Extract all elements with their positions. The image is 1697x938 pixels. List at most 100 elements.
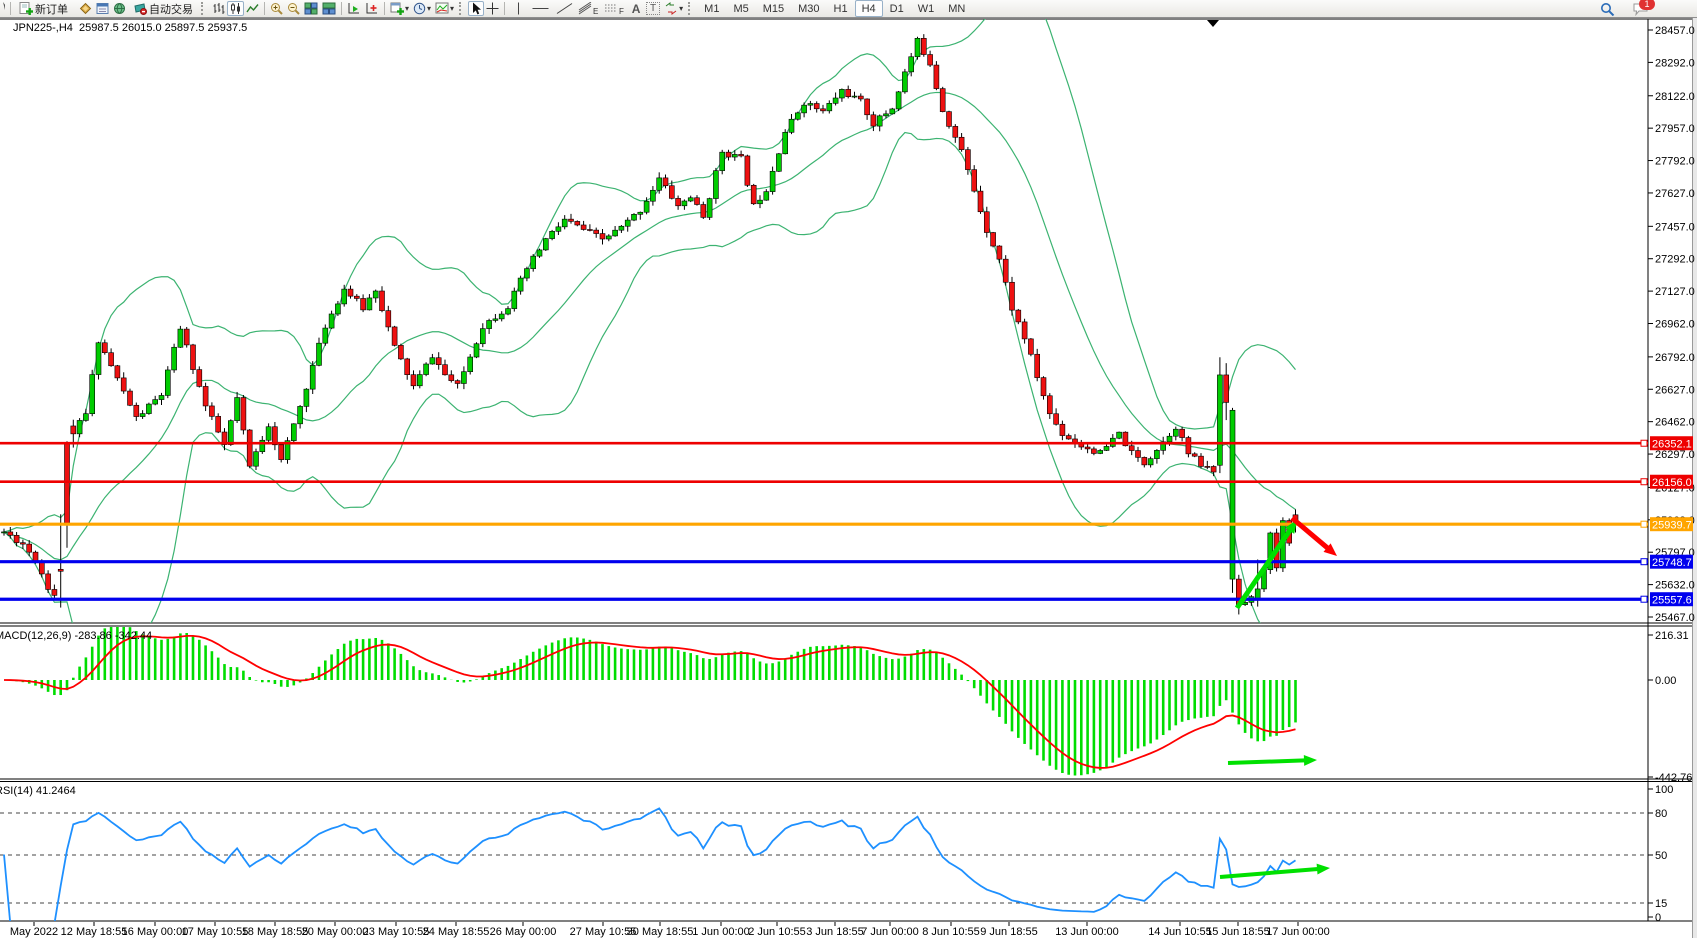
macd-flat-arrow[interactable] <box>1227 758 1309 765</box>
toolbar-grip[interactable] <box>688 2 694 15</box>
profiles-button[interactable] <box>77 1 94 16</box>
timeframe-m5[interactable]: M5 <box>733 2 749 15</box>
level-handle[interactable] <box>1640 595 1648 603</box>
level-handle[interactable] <box>1640 520 1648 528</box>
price-up-arrow-head[interactable] <box>1285 520 1297 534</box>
candle-body <box>612 229 618 237</box>
candle-body <box>473 343 480 358</box>
candle-mode-button[interactable] <box>227 1 244 16</box>
tile-windows-2-button[interactable] <box>320 1 338 16</box>
tile-windows-button[interactable] <box>302 1 320 16</box>
candle-body <box>45 573 51 590</box>
price-down-arrow[interactable] <box>1290 516 1332 553</box>
fibonacci-button[interactable]: E <box>576 1 602 16</box>
horizontal-line-button[interactable] <box>528 1 552 16</box>
candle-body <box>662 177 669 187</box>
price-axis-label: 28292.0 <box>1655 57 1695 69</box>
candle-body <box>1002 258 1009 283</box>
bollinger-lower-band <box>3 131 1261 623</box>
vertical-line-button[interactable] <box>508 1 528 16</box>
indicators-button[interactable]: ▾ <box>433 1 456 16</box>
market-watch-button[interactable] <box>94 1 111 16</box>
candle-body <box>820 108 826 112</box>
toolbar-grip[interactable] <box>459 2 465 15</box>
toolbar-grip[interactable] <box>201 2 207 15</box>
level-handle[interactable] <box>1640 478 1648 486</box>
candle-body <box>209 405 215 417</box>
candle-body <box>353 295 360 299</box>
cursor-button[interactable] <box>468 1 485 16</box>
chart-shift-button[interactable] <box>363 1 381 16</box>
annotations[interactable] <box>1219 516 1337 879</box>
text-tool-label: A <box>631 1 641 16</box>
chart-autoscroll-icon <box>348 3 359 14</box>
timeframe-h1[interactable]: H1 <box>833 2 848 15</box>
zoom-in-button[interactable] <box>268 1 285 16</box>
rsi-pane-divider[interactable] <box>0 778 1692 783</box>
chart-shift-marker[interactable] <box>1207 20 1219 27</box>
price-down-arrow-head[interactable] <box>1323 543 1337 556</box>
price-axis-label: 25632.0 <box>1655 580 1695 592</box>
candle-body <box>927 54 933 66</box>
crosshair-button[interactable] <box>484 1 501 16</box>
chat-button[interactable]: 1 <box>1631 0 1655 16</box>
price-up-arrow[interactable] <box>1234 526 1294 610</box>
rsi-rising-arrow-head[interactable] <box>1316 863 1330 875</box>
channels-letter: F <box>619 7 624 15</box>
level-lines[interactable]: 26352.1 26156.0 25939.7 25748.7 25557.6 <box>0 436 1693 607</box>
zoom-out-button[interactable] <box>285 1 302 16</box>
time-axis-label: 14 Jun 10:55 <box>1148 926 1212 938</box>
candle-body <box>851 95 858 98</box>
time-axis-label: 18 May 18:55 <box>242 926 309 938</box>
price-axis[interactable]: 28457.0 28292.0 28122.0 27957.0 27792.0 27627… <box>1648 25 1695 624</box>
rsi-levels <box>0 812 1648 904</box>
candle-body <box>505 308 511 315</box>
line-mode-button[interactable] <box>244 1 261 16</box>
clipped-edge-icon <box>0 1 7 16</box>
timeframe-h4[interactable]: H4 <box>854 0 883 17</box>
macd-indicator-label: MACD(12,26,9) -283.86 -342.44 <box>0 630 152 642</box>
timeframe-d1[interactable]: D1 <box>889 2 904 15</box>
time-axis-label: 2 Jun 10:55 <box>748 926 806 938</box>
timeframe-m15[interactable]: M15 <box>762 2 785 15</box>
macd-flat-arrow-head[interactable] <box>1303 754 1317 766</box>
new-order-button[interactable]: 新订单 <box>14 1 73 16</box>
fibonacci-letter: E <box>593 7 598 15</box>
candle-body <box>202 386 209 407</box>
dropdown-caret: ▾ <box>427 4 432 13</box>
channels-button[interactable]: F <box>602 1 628 16</box>
candle-body <box>328 313 335 329</box>
level-handle[interactable] <box>1640 558 1648 566</box>
candle-body <box>228 420 234 445</box>
text-label-button[interactable]: T <box>644 1 662 16</box>
search-button[interactable] <box>1598 1 1617 16</box>
candle-body <box>410 374 417 387</box>
trendline-button[interactable] <box>552 1 576 16</box>
bar-chart-mode-button[interactable] <box>210 1 227 16</box>
cursor-fragment-icon <box>3 2 5 10</box>
candle-body <box>158 395 165 400</box>
timeframe-w1[interactable]: W1 <box>917 2 935 15</box>
rsi-rising-arrow[interactable] <box>1219 866 1322 879</box>
new-chart-button[interactable]: ▾ <box>388 1 411 16</box>
macd-pane-divider[interactable] <box>0 622 1692 627</box>
window-edge[interactable] <box>1693 17 1697 938</box>
candle-body <box>593 229 600 234</box>
navigator-button[interactable] <box>111 1 128 16</box>
price-axis-label: 26962.0 <box>1655 319 1695 331</box>
period-button[interactable]: ▾ <box>411 1 433 16</box>
text-button[interactable]: A <box>628 1 644 16</box>
timeframe-m1[interactable]: M1 <box>704 2 720 15</box>
auto-trading-button[interactable]: 自动交易 <box>128 1 198 16</box>
candle-body <box>183 328 190 346</box>
chart-autoscroll-button[interactable] <box>345 1 363 16</box>
timeframe-m30[interactable]: M30 <box>798 2 820 15</box>
timeframe-mn[interactable]: MN <box>948 2 966 15</box>
candle-body <box>108 352 114 367</box>
level-handle[interactable] <box>1640 439 1648 447</box>
candle-body <box>914 38 921 58</box>
arrows-button[interactable]: ▾ <box>662 1 685 16</box>
candle-body <box>165 369 171 396</box>
candle-body <box>83 413 89 421</box>
